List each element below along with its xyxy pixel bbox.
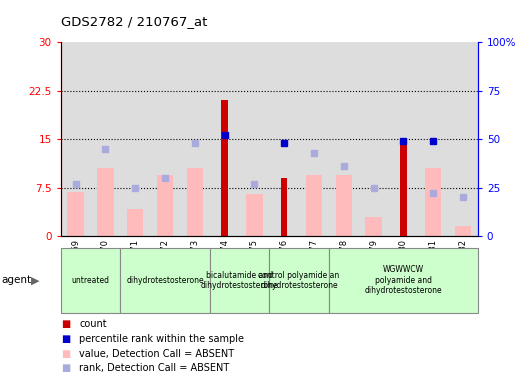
Text: WGWWCW
polyamide and
dihydrotestosterone: WGWWCW polyamide and dihydrotestosterone bbox=[364, 265, 442, 295]
Bar bbox=[336, 175, 352, 236]
Text: ■: ■ bbox=[61, 319, 70, 329]
Bar bbox=[425, 168, 441, 236]
Text: ■: ■ bbox=[61, 363, 70, 373]
Bar bbox=[127, 209, 144, 236]
Bar bbox=[68, 192, 84, 236]
Text: count: count bbox=[79, 319, 107, 329]
Text: bicalutamide and
dihydrotestosterone: bicalutamide and dihydrotestosterone bbox=[201, 271, 278, 290]
Text: GDS2782 / 210767_at: GDS2782 / 210767_at bbox=[61, 15, 207, 28]
Text: ■: ■ bbox=[61, 349, 70, 359]
Bar bbox=[365, 217, 382, 236]
Text: control polyamide an
dihydrotestosterone: control polyamide an dihydrotestosterone bbox=[258, 271, 340, 290]
Bar bbox=[306, 175, 322, 236]
Bar bbox=[246, 194, 262, 236]
Text: dihydrotestosterone: dihydrotestosterone bbox=[126, 276, 204, 285]
Text: untreated: untreated bbox=[71, 276, 109, 285]
Text: rank, Detection Call = ABSENT: rank, Detection Call = ABSENT bbox=[79, 363, 230, 373]
Text: ■: ■ bbox=[61, 334, 70, 344]
Bar bbox=[455, 227, 471, 236]
Text: value, Detection Call = ABSENT: value, Detection Call = ABSENT bbox=[79, 349, 234, 359]
Bar bbox=[97, 168, 114, 236]
Text: percentile rank within the sample: percentile rank within the sample bbox=[79, 334, 244, 344]
Bar bbox=[186, 168, 203, 236]
Bar bbox=[281, 178, 287, 236]
Bar bbox=[157, 175, 173, 236]
Bar bbox=[400, 139, 407, 236]
Text: ▶: ▶ bbox=[31, 275, 39, 285]
Text: agent: agent bbox=[1, 275, 31, 285]
Bar bbox=[221, 101, 228, 236]
